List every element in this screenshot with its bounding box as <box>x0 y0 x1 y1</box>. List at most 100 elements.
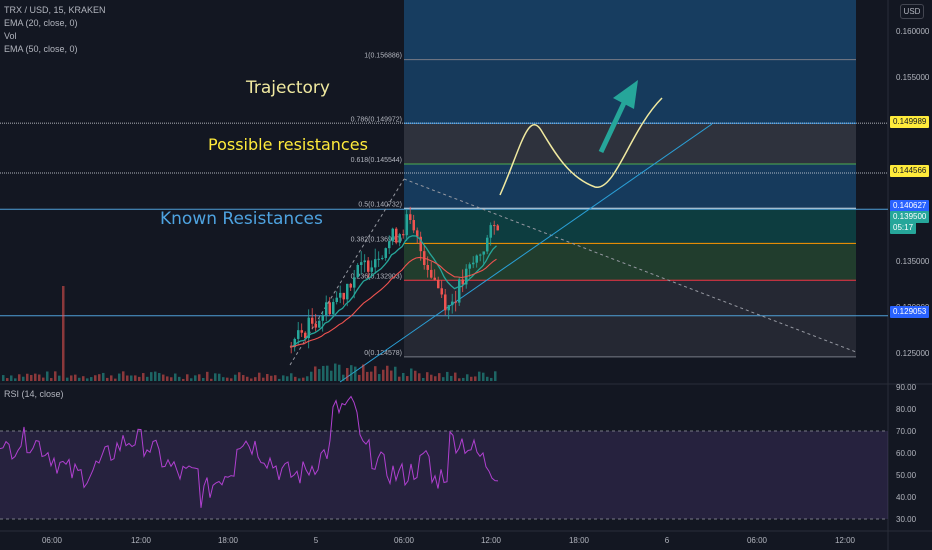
volume-bar <box>182 378 185 381</box>
fib-level-label: 0(0.124578) <box>364 350 402 357</box>
rsi-axis-label: 50.00 <box>896 471 917 480</box>
rsi-axis-label: 30.00 <box>896 515 917 524</box>
volume-bar <box>98 374 101 381</box>
trend-line <box>339 123 713 383</box>
volume-bar <box>214 373 217 381</box>
candle-body <box>461 279 464 285</box>
candle-body <box>458 279 461 303</box>
volume-bar <box>2 375 5 381</box>
candle-body <box>335 297 338 302</box>
volume-bar <box>226 377 229 381</box>
candle-body <box>479 254 482 256</box>
fib-zone-2 <box>404 163 856 209</box>
fib-dashed-line <box>403 178 857 353</box>
ema50-line <box>289 256 497 348</box>
volume-bar <box>14 378 17 381</box>
volume-bar <box>450 375 453 381</box>
volume-bar <box>470 376 473 381</box>
volume-bar <box>486 376 489 381</box>
candle-body <box>304 332 307 339</box>
time-axis-label: 5 <box>314 536 319 545</box>
volume-bar <box>250 378 253 381</box>
candle-body <box>332 301 335 315</box>
candle-body <box>370 267 373 272</box>
volume-bar <box>130 375 133 381</box>
candle-body <box>384 248 387 258</box>
vol-legend[interactable]: Vol <box>4 31 17 41</box>
volume-bar <box>46 371 49 381</box>
volume-bar <box>122 371 125 381</box>
fib-zone-5 <box>404 280 856 357</box>
volume-bar <box>478 371 481 381</box>
volume-bar <box>286 376 289 381</box>
candle-body <box>489 225 492 238</box>
volume-bar <box>230 378 233 381</box>
candle-body <box>349 283 352 288</box>
volume-bar <box>474 376 477 381</box>
price-axis-label: 0.155000 <box>896 73 930 82</box>
volume-bar <box>378 374 381 381</box>
volume-bar <box>26 373 29 381</box>
volume-bar <box>86 378 89 381</box>
volume-bar <box>354 366 357 381</box>
volume-bar <box>186 374 189 381</box>
price-tag-last-price: 0.139500 <box>890 211 930 223</box>
candle-body <box>339 292 342 298</box>
volume-bar <box>142 373 145 381</box>
volume-bar <box>262 377 265 381</box>
trajectory-path <box>499 97 663 196</box>
volume-bar <box>174 373 177 381</box>
candle-body <box>433 277 436 280</box>
volume-bar <box>22 376 25 381</box>
candle-body <box>314 323 317 328</box>
symbol-title[interactable]: TRX / USD, 15, KRAKEN <box>4 5 106 15</box>
volume-bar <box>302 377 305 381</box>
volume-bar <box>306 376 309 381</box>
volume-bar <box>398 376 401 381</box>
candle-body <box>426 265 429 270</box>
volume-bar <box>454 372 457 381</box>
volume-bar <box>386 365 389 381</box>
ema20-legend[interactable]: EMA (20, close, 0) <box>4 18 78 28</box>
candle-body <box>328 302 331 315</box>
volume-bar <box>394 366 397 381</box>
currency-button[interactable]: USD <box>900 4 924 19</box>
price-axis-label: 0.125000 <box>896 349 930 358</box>
fib-level-label: 0.618(0.145544) <box>351 157 402 164</box>
volume-bar <box>266 374 269 381</box>
candle-body <box>346 283 349 300</box>
rsi-legend[interactable]: RSI (14, close) <box>4 389 64 399</box>
candle-body <box>402 234 405 236</box>
candle-body <box>381 257 384 259</box>
volume-bar <box>118 373 121 381</box>
volume-bar <box>198 374 201 381</box>
candle-body <box>475 255 478 263</box>
volume-bar <box>50 378 53 381</box>
volume-bar <box>330 370 333 381</box>
volume-bar <box>322 365 325 381</box>
fib-level-label: 1(0.156886) <box>364 53 402 60</box>
volume-bar <box>462 377 465 381</box>
rsi-line <box>0 395 499 508</box>
volume-bar <box>90 377 93 381</box>
time-axis-label: 06:00 <box>394 536 415 545</box>
volume-bar <box>58 375 61 381</box>
candle-body <box>342 292 345 300</box>
fib-zone-4 <box>404 243 856 281</box>
time-axis-label: 06:00 <box>42 536 63 545</box>
volume-bar <box>314 366 317 381</box>
volume-bar <box>210 378 213 381</box>
volume-bar <box>362 364 365 381</box>
candle-body <box>405 214 408 236</box>
candle-body <box>493 225 496 227</box>
candle-body <box>377 258 380 260</box>
volume-bar <box>370 371 373 381</box>
fib-level-label: 0.236(0.132903) <box>351 273 402 280</box>
volume-bar <box>190 378 193 381</box>
volume-bar <box>338 364 341 381</box>
candle-body <box>496 225 499 231</box>
rsi-axis-label: 70.00 <box>896 427 917 436</box>
ema50-legend[interactable]: EMA (50, close, 0) <box>4 44 78 54</box>
volume-bar <box>442 377 445 381</box>
